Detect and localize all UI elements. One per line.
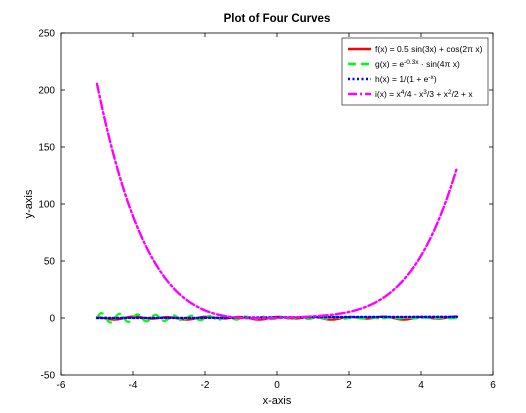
- legend: f(x) = 0.5 sin(3x) + cos(2π x) g(x) = e-0…: [341, 37, 489, 106]
- legend-label-h: h(x) = 1/(1 + e-x): [375, 74, 437, 85]
- legend-label-g: g(x) = e-0.3x · sin(4π x): [375, 59, 460, 70]
- legend-label-i: i(x) = x4/4 - x3/3 + x2/2 + x: [375, 89, 473, 100]
- x-tick-label: 2: [346, 380, 352, 391]
- y-tick-label: 0: [49, 314, 55, 325]
- x-tick-label: -6: [57, 380, 66, 391]
- y-tick-label: 150: [38, 143, 55, 154]
- series-line-i: [95, 82, 459, 320]
- chart-title: Plot of Four Curves: [224, 13, 331, 25]
- x-tick-label: 4: [418, 380, 424, 391]
- x-axis-ticks: -6 -4 -2 0 2 4 6: [57, 33, 496, 391]
- y-tick-label: 250: [38, 29, 55, 40]
- series-layer: [95, 82, 459, 324]
- x-tick-label: -4: [129, 380, 138, 391]
- y-tick-label: 200: [38, 86, 55, 97]
- x-tick-label: -2: [201, 380, 210, 391]
- legend-label-f: f(x) = 0.5 sin(3x) + cos(2π x): [375, 44, 483, 54]
- y-axis-label: y-axis: [23, 189, 35, 218]
- x-axis-label: x-axis: [263, 395, 292, 407]
- y-axis-ticks: -50 0 50 100 150 200 250: [38, 29, 493, 382]
- y-tick-label: 50: [44, 257, 56, 268]
- x-tick-label: 6: [490, 380, 496, 391]
- y-tick-label: -50: [41, 371, 56, 382]
- x-tick-label: 0: [274, 380, 280, 391]
- y-tick-label: 100: [38, 200, 55, 211]
